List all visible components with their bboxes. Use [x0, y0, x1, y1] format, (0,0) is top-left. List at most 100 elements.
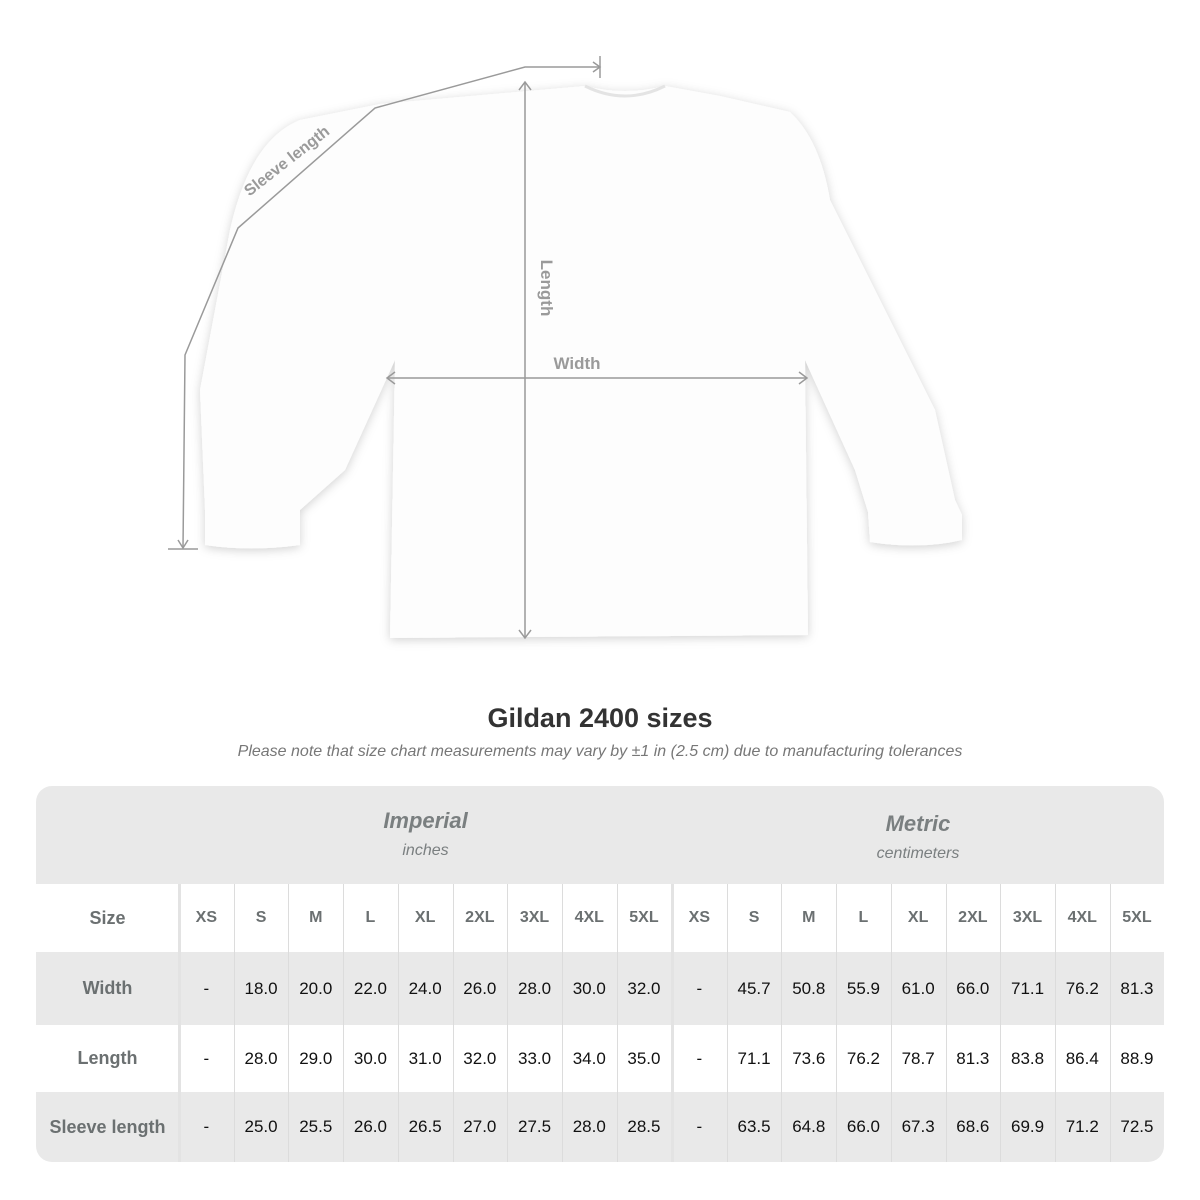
imperial-value: 27.5: [517, 1117, 552, 1136]
metric-value: 71.2: [1065, 1117, 1099, 1136]
column-divider: [288, 884, 290, 1162]
column-divider: [397, 884, 399, 1162]
metric-value: 76.2: [1065, 978, 1099, 998]
metric-unit: centimeters: [876, 845, 960, 862]
chart-title: Gildan 2400 sizes: [487, 703, 713, 733]
imperial-value: 26.5: [408, 1117, 442, 1136]
imperial-unit: inches: [402, 842, 449, 859]
metric-header: Metric centimeters: [672, 786, 1164, 863]
measurement-lines: [168, 56, 809, 640]
imperial-size-3XL: 3XL: [519, 909, 550, 926]
tolerance-note: Please note that size chart measurements…: [237, 743, 963, 760]
imperial-value: 25.0: [244, 1117, 278, 1136]
imperial-value: 26.0: [353, 1117, 387, 1136]
metric-title: Metric: [885, 811, 951, 836]
length-label: Length: [537, 260, 556, 317]
metric-value: 71.1: [1010, 978, 1045, 998]
table-row: Width - 18.0 20.0 22.0 24.0 26.0 28.0 30.0 32.0 - 4…: [36, 952, 1164, 1025]
metric-size-XS: XS: [688, 909, 711, 926]
imperial-value: 24.0: [408, 978, 442, 998]
imperial-value: 26.0: [463, 978, 497, 998]
size-label: Size: [89, 907, 126, 928]
metric-size-4XL: 4XL: [1067, 909, 1097, 926]
imperial-size-S: S: [255, 909, 267, 926]
imperial-value: -: [203, 978, 210, 998]
metric-size-2XL: 2XL: [958, 909, 988, 926]
metric-value: 72.5: [1120, 1117, 1154, 1136]
imperial-value: 35.0: [627, 1048, 661, 1068]
column-divider: [836, 884, 838, 1162]
column-divider: [1000, 884, 1002, 1162]
imperial-value: 33.0: [517, 1048, 552, 1068]
metric-value: 71.1: [737, 1048, 771, 1068]
size-header-row: Size XS XS S S M M L L XL XL 2XL 2XL 3XL 3XL 4XL 4XL 5XL 5…: [36, 884, 1164, 952]
imperial-size-XL: XL: [414, 909, 436, 926]
column-divider: [1054, 884, 1056, 1162]
unit-header-band: [36, 786, 1164, 884]
table-row: Length - 28.0 29.0 30.0 31.0 32.0 33.0 34.0 35.0 -…: [36, 1025, 1164, 1092]
metric-value: 68.6: [956, 1117, 990, 1136]
imperial-size-XS: XS: [195, 909, 218, 926]
metric-value: 73.6: [792, 1048, 826, 1068]
imperial-size-2XL: 2XL: [465, 909, 495, 926]
metric-value: 76.2: [846, 1048, 880, 1068]
column-divider: [671, 884, 674, 1162]
metric-size-L: L: [858, 909, 869, 926]
row-label: Length: [77, 1048, 138, 1068]
metric-size-5XL: 5XL: [1122, 909, 1152, 926]
metric-value: 86.4: [1065, 1048, 1099, 1068]
metric-size-3XL: 3XL: [1012, 909, 1043, 926]
imperial-value: 32.0: [627, 978, 661, 998]
metric-value: 67.3: [901, 1117, 935, 1136]
metric-value: 88.9: [1120, 1048, 1154, 1068]
imperial-value: 30.0: [572, 978, 606, 998]
imperial-value: 34.0: [572, 1048, 606, 1068]
width-label: Width: [553, 354, 600, 373]
metric-value: 66.0: [956, 978, 990, 998]
metric-value: 69.9: [1010, 1117, 1045, 1136]
imperial-value: 20.0: [299, 978, 333, 998]
column-divider: [616, 884, 618, 1162]
imperial-size-5XL: 5XL: [629, 909, 659, 926]
column-divider: [781, 884, 783, 1162]
imperial-value: 25.5: [299, 1117, 333, 1136]
imperial-value: 28.5: [627, 1117, 661, 1136]
imperial-value: 28.0: [517, 978, 552, 998]
column-divider: [452, 884, 454, 1162]
imperial-value: -: [203, 1117, 210, 1136]
imperial-value: 31.0: [408, 1048, 442, 1068]
imperial-value: 27.0: [463, 1117, 497, 1136]
metric-value: -: [696, 978, 703, 998]
imperial-value: 22.0: [353, 978, 387, 998]
column-divider: [726, 884, 728, 1162]
column-divider: [561, 884, 563, 1162]
metric-value: 83.8: [1010, 1048, 1045, 1068]
size-table: Imperial inches Metric centimeters Size X…: [36, 786, 1164, 1162]
metric-size-XL: XL: [907, 909, 929, 926]
metric-size-S: S: [748, 909, 760, 926]
imperial-value: 32.0: [463, 1048, 497, 1068]
imperial-size-L: L: [365, 909, 376, 926]
table-row: Sleeve length - 25.0 25.5 26.0 26.5 27.0 27.5 28…: [36, 1092, 1164, 1162]
metric-value: 45.7: [737, 978, 771, 998]
column-divider: [945, 884, 947, 1162]
metric-value: 55.9: [846, 978, 880, 998]
imperial-header: Imperial inches: [179, 786, 672, 860]
metric-value: 78.7: [901, 1048, 935, 1068]
column-divider: [343, 884, 345, 1162]
imperial-size-M: M: [309, 909, 323, 926]
imperial-size-4XL: 4XL: [574, 909, 604, 926]
column-divider: [1109, 884, 1111, 1162]
imperial-title: Imperial: [383, 808, 468, 833]
imperial-value: 28.0: [572, 1117, 606, 1136]
metric-value: 61.0: [901, 978, 935, 998]
metric-value: 66.0: [846, 1117, 880, 1136]
metric-value: 81.3: [956, 1048, 990, 1068]
metric-value: 50.8: [792, 978, 826, 998]
column-divider: [233, 884, 235, 1162]
column-divider: [507, 884, 509, 1162]
column-divider: [890, 884, 892, 1162]
shirt-diagram: Sleeve length Length Width: [168, 56, 962, 640]
metric-value: 81.3: [1120, 978, 1154, 998]
shirt-image: [200, 86, 962, 638]
